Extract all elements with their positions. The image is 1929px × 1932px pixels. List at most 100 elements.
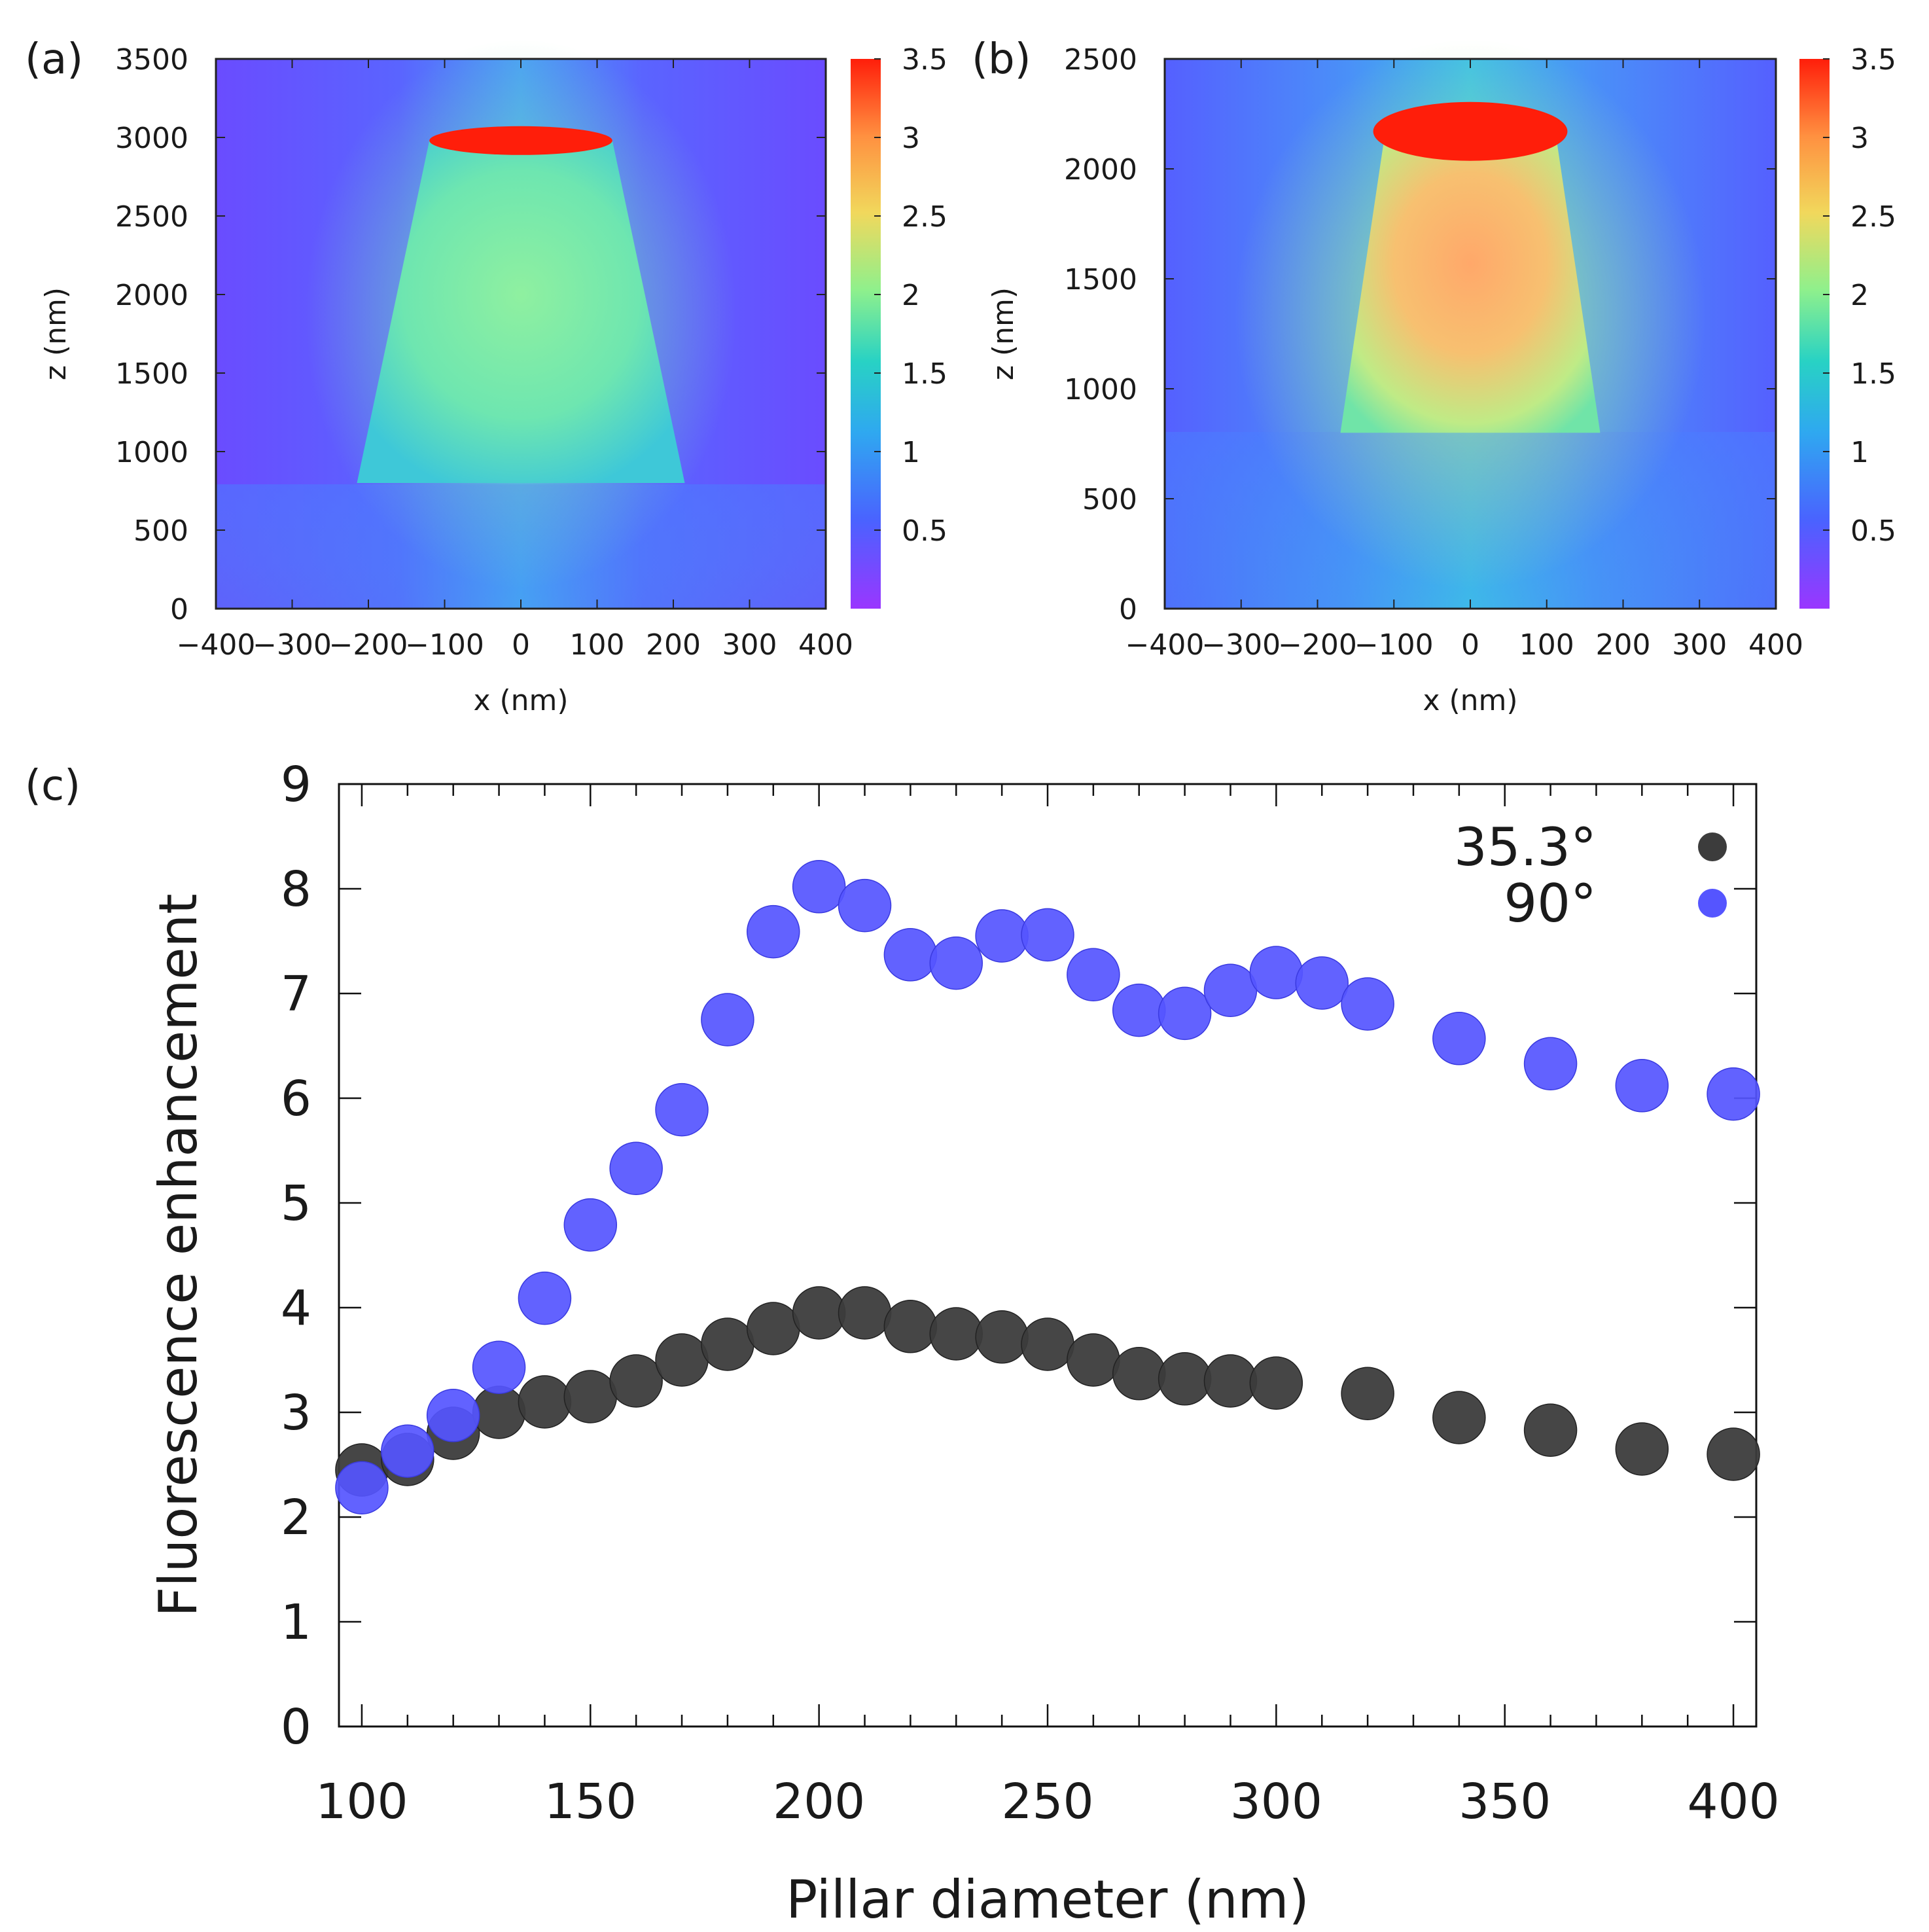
y-tick-label: 1500 [115,357,188,391]
data-point [1021,1317,1074,1371]
data-point [883,928,938,982]
panel-b: (b) −400−300−200−100 0 100 200 300 400 0 500 100… [972,35,1896,717]
data-point [929,936,983,990]
data-point [609,1354,663,1408]
scatter-points [335,860,1760,1514]
data-point [1158,1352,1212,1406]
colorbar-tick-label: 0.5 [902,514,947,548]
y-tick-label: 2000 [115,279,188,312]
heatmap-b-hotspot [1373,101,1568,161]
colorbar-tick-label: 2.5 [1850,200,1896,234]
colorbar-tick-label: 1 [1850,436,1869,469]
y-tick-label: 2000 [1064,153,1137,187]
data-point [1067,1333,1120,1387]
heatmap-a-hotspot [429,126,612,155]
data-point [1523,1403,1578,1457]
colorbar-tick-label: 3.5 [1850,43,1896,77]
data-point [747,1302,800,1355]
series-90 [335,860,1760,1514]
panel-c-label: (c) [25,762,80,810]
heatmap-a-xlabel: x (nm) [473,684,568,717]
data-point [518,1271,572,1325]
colorbar-tick-label: 1.5 [902,357,947,391]
data-point [426,1389,480,1442]
x-tick-label: −400 [177,628,256,662]
y-tick-label: 1000 [1064,373,1137,406]
heatmap-b-xlabel: x (nm) [1423,684,1517,717]
y-tick-label: 3500 [115,43,188,77]
x-tick-label: 200 [646,628,701,662]
colorbar-tick-label: 3 [902,122,920,155]
x-tick-label: 200 [773,1774,865,1830]
data-point [1615,1422,1669,1476]
data-point [747,904,800,959]
y-tick-label: 3 [281,1385,311,1441]
y-tick-label: 2 [281,1490,311,1546]
colorbar-tick-label: 2.5 [902,200,947,234]
data-point [975,909,1029,963]
y-tick-label: 2500 [115,200,188,234]
heatmap-b-ylabel: z (nm) [987,287,1020,380]
series-35 [335,1286,1760,1497]
x-tick-label: −100 [1354,628,1434,662]
y-tick-label: 9 [281,757,311,813]
x-tick-label: 400 [1748,628,1803,662]
legend-marker-90 [1698,889,1727,918]
y-tick-label: 500 [133,514,188,548]
data-point [792,860,846,914]
x-tick-label: 100 [315,1774,408,1830]
y-tick-label: 3000 [115,122,188,155]
x-tick-label: 300 [1230,1774,1322,1830]
y-tick-label: 0 [170,593,188,626]
scatter-legend: 35.3° 90° [1454,817,1727,934]
scatter-axes: 100 150 200 250 300 350 400 0 1 2 3 4 5 6 7 8 9 [281,757,1780,1830]
colorbar-tick-label: 3.5 [902,43,947,77]
heatmap-b-colorbar [1799,59,1830,609]
data-point [838,878,892,933]
data-point [1203,963,1258,1017]
heatmap-a-ylabel: z (nm) [39,287,73,380]
y-tick-label: 1000 [115,436,188,469]
y-tick-label: 4 [281,1280,311,1336]
x-tick-label: 0 [512,628,530,662]
data-point [1523,1037,1578,1090]
heatmap-a-pillar [357,140,685,484]
data-point [609,1141,663,1195]
y-tick-label: 0 [1119,593,1137,626]
data-point [1295,956,1349,1010]
y-tick-label: 1500 [1064,263,1137,296]
x-tick-label: 300 [1672,628,1727,662]
panel-b-label: (b) [972,35,1031,84]
x-tick-label: 350 [1459,1774,1551,1830]
y-tick-label: 7 [281,966,311,1022]
colorbar-tick-label: 2 [1850,279,1869,312]
x-tick-label: 100 [1519,628,1574,662]
y-tick-label: 0 [281,1699,311,1755]
data-point [1067,948,1120,1001]
colorbar-tick-label: 1 [902,436,920,469]
data-point [883,1300,938,1353]
data-point [1432,1391,1486,1444]
data-point [655,1333,709,1387]
data-point [1615,1059,1669,1113]
data-point [701,1317,754,1371]
data-point [792,1286,846,1340]
x-tick-label: 150 [544,1774,637,1830]
data-point [518,1375,572,1429]
x-tick-label: 250 [1001,1774,1093,1830]
x-tick-label: 100 [570,628,625,662]
data-point [1021,908,1074,962]
data-point [1707,1067,1760,1121]
data-point [381,1424,434,1478]
y-tick-label: 500 [1082,483,1137,516]
colorbar-tick-label: 2 [902,279,920,312]
x-tick-label: −200 [1278,628,1357,662]
x-tick-label: −300 [253,628,332,662]
y-tick-label: 1 [281,1594,311,1651]
data-point [1203,1354,1258,1408]
x-tick-label: −100 [405,628,484,662]
panel-a-label: (a) [25,35,83,84]
colorbar-tick-label: 0.5 [1850,514,1896,548]
x-tick-label: 300 [722,628,777,662]
y-tick-label: 5 [281,1175,311,1232]
